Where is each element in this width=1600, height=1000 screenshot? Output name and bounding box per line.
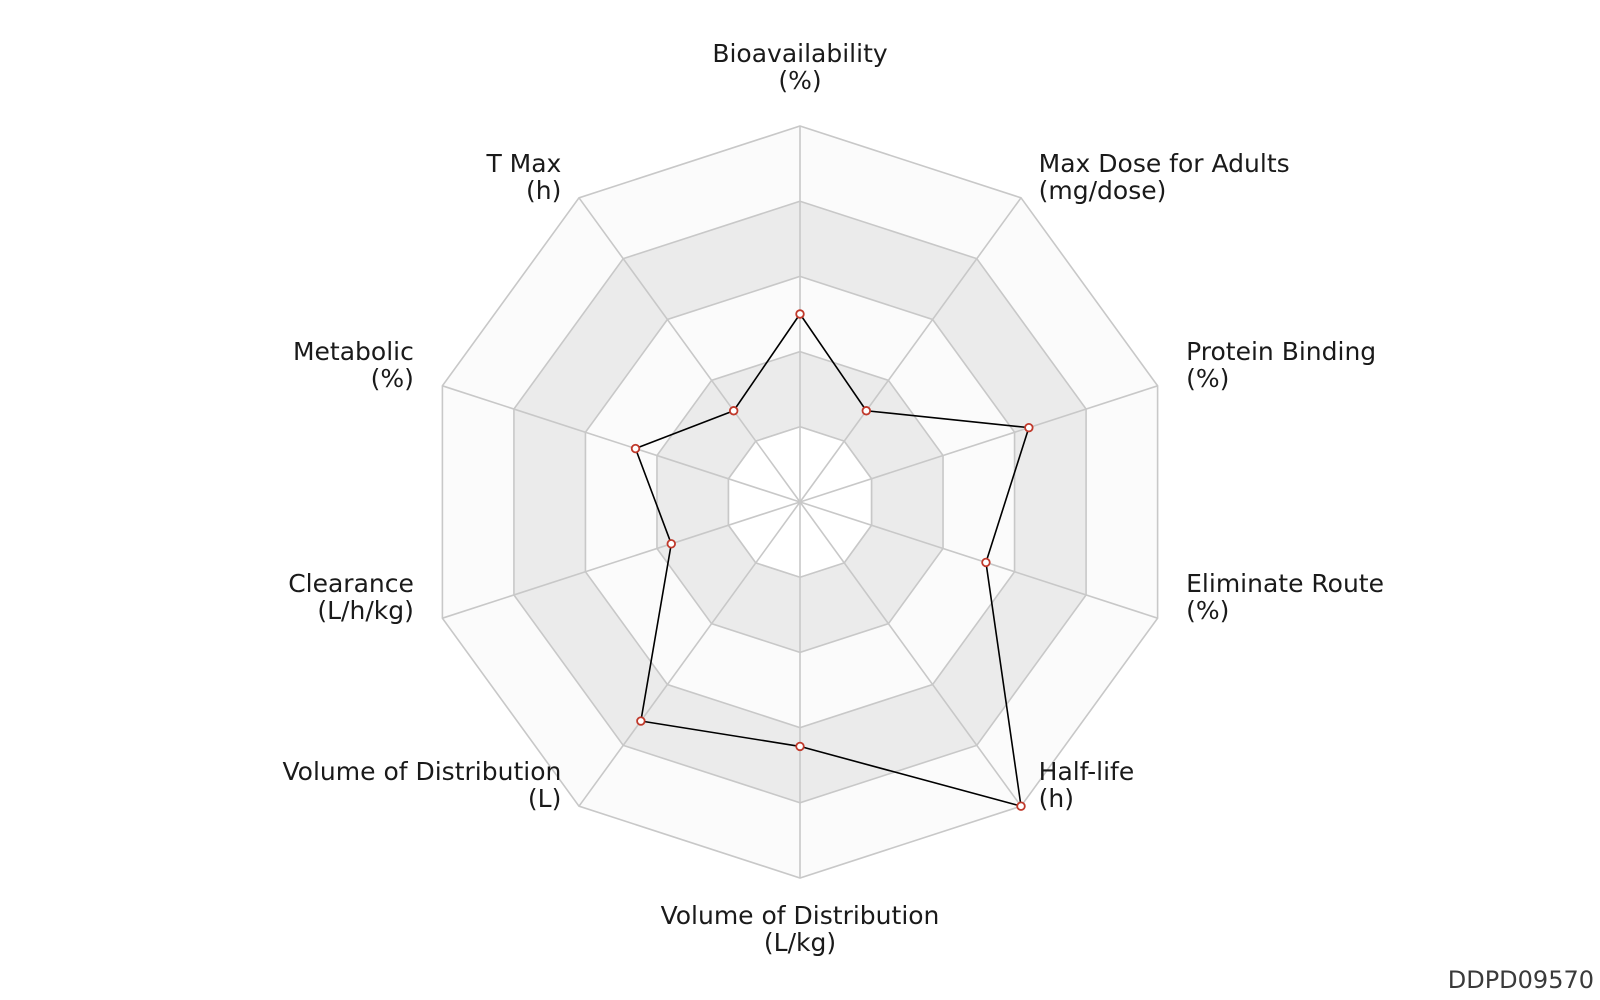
radar-axis-labels: Bioavailability(%)Max Dose for Adults(mg… <box>283 39 1384 957</box>
spoke-8 <box>442 385 801 503</box>
axis-label-8: Metabolic <box>293 337 414 366</box>
axis-label-0: Bioavailability <box>712 39 888 68</box>
data-point-5 <box>795 741 805 752</box>
axis-unit-4: (h) <box>1039 784 1074 813</box>
data-point-0 <box>795 309 805 319</box>
data-point-1 <box>861 406 872 416</box>
axis-label-5: Volume of Distribution <box>661 901 940 930</box>
data-point-7 <box>666 539 676 549</box>
axis-label-3: Eliminate Route <box>1186 569 1384 598</box>
axis-label-7: Clearance <box>288 569 414 598</box>
spoke-9 <box>578 197 801 503</box>
spoke-4 <box>799 501 1022 807</box>
axis-unit-3: (%) <box>1186 596 1229 625</box>
axis-label-1: Max Dose for Adults <box>1039 149 1290 178</box>
data-point-3 <box>981 557 991 568</box>
radar-series <box>630 309 1034 811</box>
axis-label-9: T Max <box>485 149 561 178</box>
axis-unit-1: (mg/dose) <box>1039 176 1167 205</box>
axis-unit-6: (L) <box>528 784 561 813</box>
axis-label-4: Half-life <box>1039 757 1135 786</box>
axis-unit-0: (%) <box>778 66 821 95</box>
spoke-1 <box>799 197 1022 503</box>
axis-unit-8: (%) <box>371 364 414 393</box>
data-point-4 <box>1016 801 1026 811</box>
spoke-6 <box>578 501 801 807</box>
data-point-2 <box>1024 422 1034 433</box>
watermark-id: DDPD09570 <box>1447 966 1594 994</box>
axis-unit-9: (h) <box>526 176 561 205</box>
spoke-3 <box>799 501 1158 619</box>
axis-unit-2: (%) <box>1186 364 1229 393</box>
spoke-7 <box>442 501 801 619</box>
spoke-2 <box>799 385 1158 503</box>
data-point-9 <box>728 406 739 416</box>
data-point-8 <box>630 443 641 454</box>
axis-unit-5: (L/kg) <box>764 928 836 957</box>
axis-unit-7: (L/h/kg) <box>317 596 413 625</box>
axis-label-2: Protein Binding <box>1186 337 1376 366</box>
axis-label-6: Volume of Distribution <box>283 757 562 786</box>
data-point-6 <box>636 716 646 726</box>
